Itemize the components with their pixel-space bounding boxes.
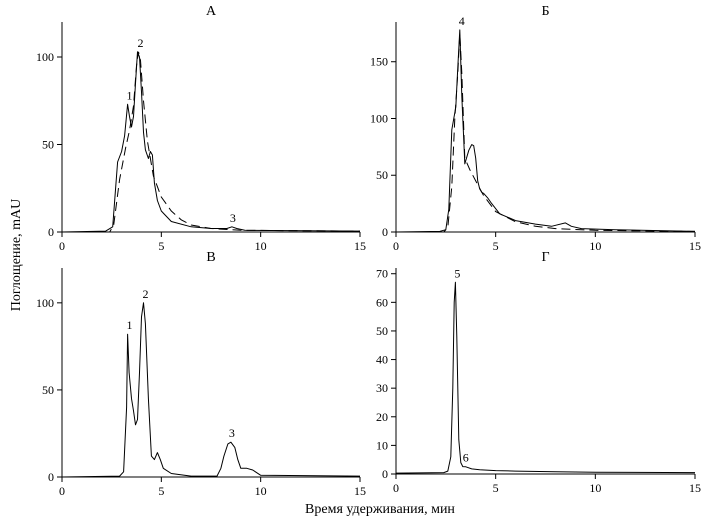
panel-4-x-tick-label: 15: [689, 481, 701, 495]
panel-4-peak-label-6: 6: [463, 451, 469, 465]
panel-3-peak-label-2: 2: [142, 287, 148, 301]
panel-4-title: Г: [541, 250, 549, 265]
panel-4-x-tick-label: 5: [493, 481, 499, 495]
panel-3-y-tick-label: 0: [48, 470, 54, 484]
panel-2-peak-label-4: 4: [459, 14, 465, 28]
panel-3-x-tick-label: 15: [354, 484, 366, 498]
panel-4-y-tick-label: 70: [376, 267, 388, 281]
panel-4-y-tick-label: 0: [382, 467, 388, 481]
panel-2-y-tick-label: 50: [376, 168, 388, 182]
panel-4-y-tick-label: 10: [376, 438, 388, 452]
panel-1-y-tick-label: 0: [48, 225, 54, 239]
panel-4-peak-label-5: 5: [454, 266, 460, 280]
panel-2-x-tick-label: 15: [689, 239, 701, 253]
panel-3-y-tick-label: 100: [36, 296, 54, 310]
panel-1-series-2-dashed-line: [62, 51, 361, 233]
panel-2-y-tick-label: 100: [370, 111, 388, 125]
panel-3-title: В: [206, 250, 215, 265]
panel-4-y-tick-label: 50: [376, 324, 388, 338]
panel-4-y-tick-label: 30: [376, 381, 388, 395]
panel-3-series-1-solid-line: [61, 302, 361, 478]
panel-3-peak-label-3: 3: [229, 426, 235, 440]
panel-4-y-tick-label: 60: [376, 295, 388, 309]
panel-1: 0 5 10 15 0 50 100 А 1 2 3: [36, 4, 366, 253]
panel-3-x-tick-label: 0: [59, 484, 65, 498]
panel-1-y-tick-label: 50: [42, 138, 54, 152]
panel-3-peak-label-1: 1: [127, 318, 133, 332]
panel-1-y-tick-label: 100: [36, 50, 54, 64]
panel-2-title: Б: [541, 4, 549, 19]
y-axis-title: Поглощение, mAU: [9, 199, 24, 311]
panel-4-series-1-solid-line: [395, 281, 696, 474]
panel-4-y-tick-label: 40: [376, 353, 388, 367]
panel-2-y-tick-label: 0: [382, 225, 388, 239]
panel-2-y-tick-label: 150: [370, 55, 388, 69]
panel-2-x-tick-label: 0: [393, 239, 399, 253]
panel-4-y-tick-label: 20: [376, 410, 388, 424]
panel-1-series-1-solid-line: [61, 51, 361, 233]
panel-1-x-tick-label: 10: [255, 239, 267, 253]
panel-2-series-2-dashed-line: [396, 33, 696, 233]
panel-1-peak-label-2: 2: [137, 36, 143, 50]
panel-2-series-1-solid-line: [395, 29, 696, 233]
panel-4: 0 5 10 15 0 10 20 30 40 50 60 70 Г 5 6: [376, 250, 701, 495]
panel-4-x-tick-label: 10: [589, 481, 601, 495]
panel-1-peak-label-1: 1: [127, 88, 133, 102]
panel-1-x-tick-label: 5: [158, 239, 164, 253]
panel-1-title: А: [206, 4, 217, 19]
panel-2-x-tick-label: 10: [589, 239, 601, 253]
panel-3-x-tick-label: 10: [255, 484, 267, 498]
panel-1-x-tick-label: 15: [354, 239, 366, 253]
panel-3-y-tick-label: 50: [42, 383, 54, 397]
x-axis-title: Время удерживания, мин: [305, 502, 455, 517]
panel-3: 0 5 10 15 0 50 100 В 1 2 3: [36, 250, 366, 498]
panel-3-x-tick-label: 5: [158, 484, 164, 498]
panel-2-x-tick-label: 5: [493, 239, 499, 253]
panel-4-x-tick-label: 0: [393, 481, 399, 495]
panel-1-x-tick-label: 0: [59, 239, 65, 253]
panel-1-peak-label-3: 3: [230, 211, 236, 225]
